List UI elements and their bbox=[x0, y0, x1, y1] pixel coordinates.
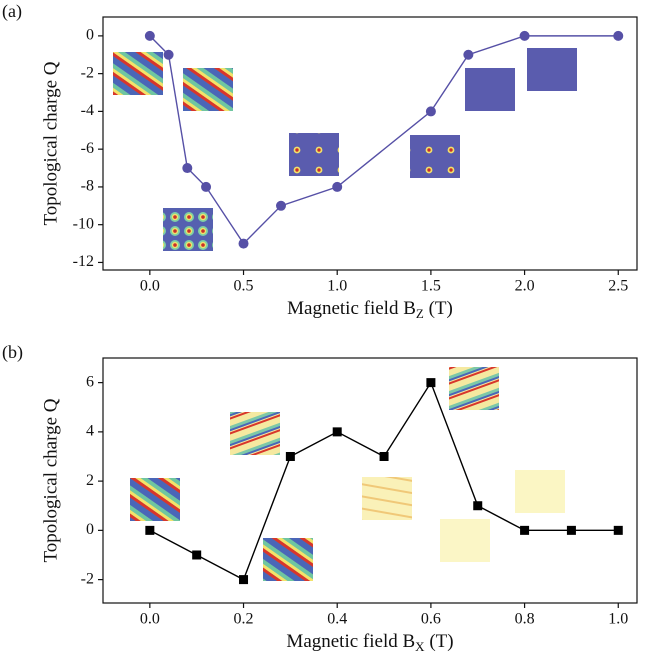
y-tick-label: -4 bbox=[81, 102, 94, 119]
inset-image bbox=[183, 68, 233, 111]
x-tick-label: 1.0 bbox=[327, 278, 347, 295]
x-label-suffix: (T) bbox=[425, 631, 454, 652]
y-tick-label: 0 bbox=[86, 521, 94, 538]
x-tick-label: 0.2 bbox=[234, 611, 254, 628]
y-tick-label: -12 bbox=[73, 253, 94, 270]
panel-label: (a) bbox=[2, 1, 22, 22]
x-tick-label: 0.0 bbox=[140, 611, 160, 628]
x-tick-label: 0.0 bbox=[140, 278, 160, 295]
point bbox=[239, 575, 248, 584]
point bbox=[276, 201, 286, 211]
y-tick-label: 2 bbox=[86, 472, 94, 489]
x-axis-label: Magnetic field BX (T) bbox=[286, 631, 453, 654]
x-tick-label: 1.5 bbox=[421, 278, 441, 295]
x-tick-label: 1.0 bbox=[608, 611, 628, 628]
x-tick-label: 2.5 bbox=[608, 278, 628, 295]
x-axis-label: Magnetic field BZ (T) bbox=[287, 298, 453, 321]
y-tick-label: 6 bbox=[86, 373, 94, 390]
panel-label: (b) bbox=[2, 342, 23, 363]
x-tick-label: 0.8 bbox=[515, 611, 535, 628]
point bbox=[182, 163, 192, 173]
x-label-text: Magnetic field B bbox=[286, 631, 415, 652]
x-label-text: Magnetic field B bbox=[287, 298, 416, 319]
point bbox=[426, 378, 435, 387]
inset-image bbox=[113, 52, 163, 95]
inset-image bbox=[230, 412, 280, 455]
point bbox=[473, 501, 482, 510]
point bbox=[520, 526, 529, 535]
inset-image bbox=[465, 68, 515, 111]
point bbox=[614, 526, 623, 535]
x-tick-label: 0.6 bbox=[421, 611, 441, 628]
inset-image bbox=[440, 519, 490, 562]
y-tick-label: 4 bbox=[86, 423, 94, 440]
point bbox=[333, 427, 342, 436]
point bbox=[613, 31, 623, 41]
inset-image bbox=[527, 48, 577, 91]
y-axis-label: Topological charge Q bbox=[40, 398, 61, 562]
inset-image bbox=[449, 367, 499, 410]
y-tick-label: -8 bbox=[81, 178, 94, 195]
point bbox=[286, 452, 295, 461]
inset-image bbox=[163, 208, 213, 251]
x-tick-label: 2.0 bbox=[515, 278, 535, 295]
figure: 0.0 0.5 1.0 1.5 2.0 2.5 0 -2 -4 -6 -8 -10 -12 (a) Topo… bbox=[0, 0, 656, 669]
point bbox=[380, 452, 389, 461]
point bbox=[463, 50, 473, 60]
x-tick-label: 0.4 bbox=[327, 611, 347, 628]
point bbox=[192, 550, 201, 559]
point bbox=[426, 106, 436, 116]
y-tick-label: -10 bbox=[73, 215, 94, 232]
point bbox=[239, 239, 249, 249]
inset-image bbox=[515, 470, 565, 513]
x-label-suffix: (T) bbox=[424, 298, 453, 319]
x-label-subscript: Z bbox=[416, 306, 424, 321]
inset-image bbox=[362, 477, 412, 520]
point bbox=[201, 182, 211, 192]
inset-image bbox=[289, 133, 339, 176]
point bbox=[567, 526, 576, 535]
y-tick-label: -2 bbox=[81, 570, 94, 587]
y-axis-label: Topological charge Q bbox=[40, 61, 61, 225]
point bbox=[145, 526, 154, 535]
point bbox=[145, 31, 155, 41]
inset-image bbox=[130, 478, 180, 521]
point bbox=[520, 31, 530, 41]
point bbox=[164, 50, 174, 60]
inset-image bbox=[410, 135, 460, 178]
inset-image bbox=[263, 538, 313, 581]
y-tick-label: -2 bbox=[81, 64, 94, 81]
y-tick-label: 0 bbox=[86, 27, 94, 44]
point bbox=[332, 182, 342, 192]
x-tick-label: 0.5 bbox=[234, 278, 254, 295]
y-tick-label: -6 bbox=[81, 140, 94, 157]
